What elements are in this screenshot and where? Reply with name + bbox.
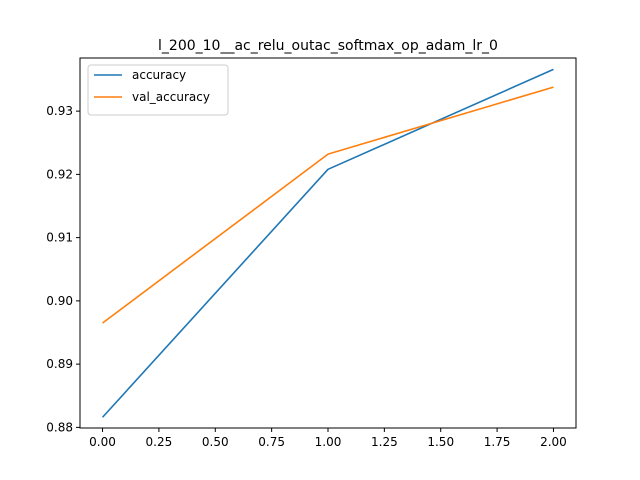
x-tick-label: 2.00 bbox=[540, 435, 567, 449]
series-line-val-accuracy bbox=[102, 86, 554, 324]
legend: accuracy val_accuracy bbox=[87, 64, 229, 116]
x-axis: 0.00 0.25 0.50 0.75 1.00 1.25 1.50 1.75 2.00 bbox=[89, 428, 567, 449]
x-tick-label: 1.75 bbox=[484, 435, 511, 449]
y-tick-label: 0.90 bbox=[46, 294, 73, 308]
y-tick-label: 0.93 bbox=[46, 104, 73, 118]
legend-label: accuracy bbox=[132, 68, 186, 82]
y-axis: 0.88 0.89 0.90 0.91 0.92 0.93 bbox=[46, 104, 80, 434]
x-tick-label: 0.50 bbox=[202, 435, 229, 449]
legend-label: val_accuracy bbox=[132, 90, 210, 104]
legend-box bbox=[87, 64, 229, 116]
x-tick-label: 0.75 bbox=[258, 435, 285, 449]
chart-title: l_200_10__ac_relu_outac_softmax_op_adam_… bbox=[158, 38, 498, 54]
x-tick-label: 0.25 bbox=[146, 435, 173, 449]
y-tick-label: 0.89 bbox=[46, 357, 73, 371]
x-tick-label: 0.00 bbox=[89, 435, 116, 449]
y-tick-label: 0.92 bbox=[46, 167, 73, 181]
x-tick-label: 1.25 bbox=[371, 435, 398, 449]
series-layer bbox=[101, 68, 554, 418]
x-tick-label: 1.50 bbox=[427, 435, 454, 449]
x-tick-label: 1.00 bbox=[315, 435, 342, 449]
y-tick-label: 0.91 bbox=[46, 231, 73, 245]
series-line-accuracy bbox=[101, 68, 554, 418]
y-tick-label: 0.88 bbox=[46, 420, 73, 434]
